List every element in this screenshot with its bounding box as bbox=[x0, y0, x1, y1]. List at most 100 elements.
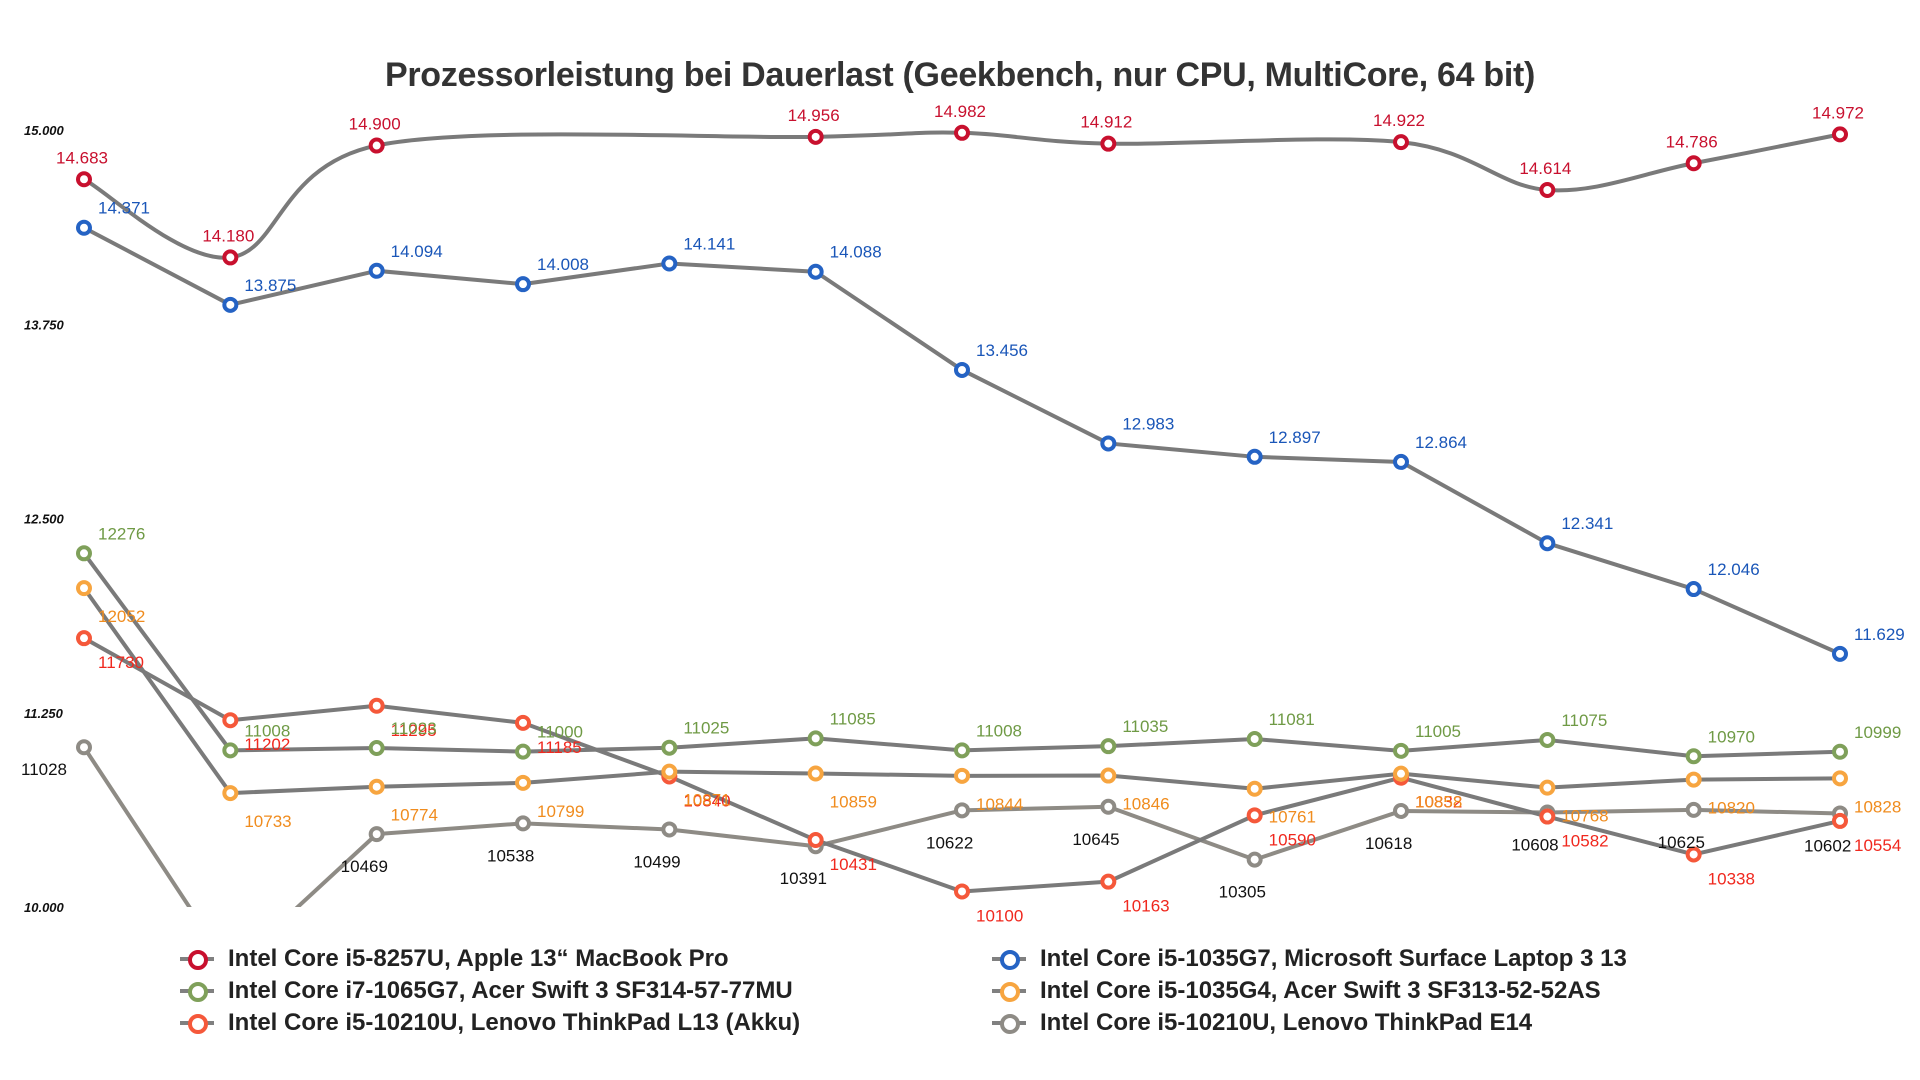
data-label: 10625 bbox=[1658, 833, 1705, 852]
data-label: 11295 bbox=[391, 721, 437, 740]
legend-marker-icon bbox=[180, 949, 214, 970]
data-label: 10820 bbox=[1708, 799, 1755, 818]
series-markers bbox=[76, 124, 1848, 900]
data-label: 10554 bbox=[1854, 836, 1901, 855]
data-label: 10469 bbox=[341, 857, 388, 876]
data-point bbox=[1393, 134, 1409, 151]
data-point bbox=[954, 767, 970, 784]
data-point bbox=[222, 785, 239, 802]
data-label: 12.897 bbox=[1269, 428, 1321, 447]
data-point bbox=[1832, 743, 1848, 760]
data-point bbox=[661, 763, 678, 780]
data-point bbox=[1539, 779, 1556, 796]
data-label: 12.046 bbox=[1708, 560, 1760, 579]
legend-item: Intel Core i5-1035G4, Acer Swift 3 SF313… bbox=[992, 975, 1627, 1007]
data-label: 14.141 bbox=[683, 234, 735, 253]
legend-right: Intel Core i5-1035G7, Microsoft Surface … bbox=[992, 943, 1627, 1039]
data-point bbox=[76, 739, 92, 756]
data-label: 11185 bbox=[537, 738, 582, 757]
data-point bbox=[368, 262, 385, 279]
legend-marker-icon bbox=[180, 981, 214, 1002]
y-tick-label: 12.500 bbox=[24, 512, 65, 527]
data-label: 10602 bbox=[1804, 836, 1851, 855]
data-point bbox=[515, 774, 531, 791]
data-label: 10828 bbox=[1854, 797, 1901, 816]
y-tick-label: 11.250 bbox=[24, 706, 64, 721]
data-label: 10844 bbox=[976, 795, 1023, 814]
data-label: 14.956 bbox=[788, 106, 840, 125]
data-point bbox=[1246, 851, 1263, 868]
data-point bbox=[1246, 731, 1263, 748]
data-point bbox=[1100, 135, 1117, 152]
data-label: 10608 bbox=[1511, 836, 1558, 855]
data-label: 11202 bbox=[244, 735, 290, 754]
data-label: 10305 bbox=[1219, 883, 1266, 902]
data-label: 12.864 bbox=[1415, 433, 1467, 452]
data-point bbox=[76, 580, 92, 597]
data-label: 11035 bbox=[1122, 717, 1168, 736]
data-point bbox=[1685, 155, 1702, 172]
data-point bbox=[1685, 801, 1702, 818]
data-label: 11000 bbox=[537, 723, 583, 742]
data-label: 10618 bbox=[1365, 834, 1412, 853]
data-label: 14.008 bbox=[537, 255, 589, 274]
data-label: 14.786 bbox=[1666, 132, 1718, 151]
data-label: 10338 bbox=[1708, 869, 1755, 888]
chart-title: Prozessorleistung bei Dauerlast (Geekben… bbox=[384, 56, 1536, 94]
data-point bbox=[1539, 181, 1556, 198]
data-point bbox=[368, 778, 385, 795]
data-point bbox=[1393, 742, 1409, 759]
data-label: 10622 bbox=[926, 833, 973, 852]
legend-left: Intel Core i5-8257U, Apple 13“ MacBook P… bbox=[180, 943, 800, 1039]
data-label: 10846 bbox=[1122, 795, 1169, 814]
data-point bbox=[222, 296, 239, 313]
data-point bbox=[1685, 581, 1702, 598]
data-point bbox=[368, 740, 385, 757]
legend-item: Intel Core i5-8257U, Apple 13“ MacBook P… bbox=[180, 943, 800, 975]
data-label: 10100 bbox=[976, 906, 1023, 925]
data-label: 12052 bbox=[98, 607, 145, 626]
data-label: 11081 bbox=[1269, 710, 1315, 729]
data-label: 10858 bbox=[1415, 793, 1462, 812]
data-point bbox=[1246, 807, 1263, 824]
data-label: 11023 bbox=[391, 719, 437, 738]
data-label: 14.088 bbox=[830, 243, 882, 262]
data-label: 10582 bbox=[1561, 832, 1608, 851]
legend-label: Intel Core i5-1035G4, Acer Swift 3 SF313… bbox=[1040, 977, 1601, 1004]
data-point bbox=[76, 171, 92, 188]
data-label: 14.972 bbox=[1812, 103, 1864, 122]
data-point bbox=[1539, 535, 1556, 552]
data-point bbox=[1832, 126, 1848, 143]
data-point bbox=[222, 249, 239, 266]
legend-marker-icon bbox=[180, 1013, 214, 1034]
data-point bbox=[1246, 780, 1263, 797]
data-point bbox=[954, 802, 970, 819]
data-label: 11730 bbox=[98, 653, 144, 672]
data-label: 10871 bbox=[683, 791, 730, 810]
legend-label: Intel Core i5-1035G7, Microsoft Surface … bbox=[1040, 945, 1627, 972]
data-point bbox=[222, 742, 239, 759]
data-point bbox=[1246, 448, 1263, 465]
data-point bbox=[954, 361, 970, 378]
series-line bbox=[82, 130, 1842, 260]
data-point bbox=[515, 815, 531, 832]
data-point bbox=[222, 712, 239, 729]
y-axis: 10.000 11.250 12.500 13.750 15.000 bbox=[24, 123, 65, 915]
data-label: 14.371 bbox=[98, 199, 150, 218]
data-point bbox=[1393, 453, 1409, 470]
data-point bbox=[807, 730, 824, 747]
data-point bbox=[1832, 645, 1848, 662]
data-point bbox=[76, 219, 92, 236]
legend-label: Intel Core i5-10210U, Lenovo ThinkPad L1… bbox=[228, 1009, 801, 1036]
data-point bbox=[76, 545, 92, 562]
data-point bbox=[515, 714, 531, 731]
legend-item: Intel Core i5-1035G7, Microsoft Surface … bbox=[992, 943, 1627, 975]
data-label: 14.900 bbox=[349, 115, 401, 134]
data-label: 11.629 bbox=[1854, 625, 1905, 644]
data-point bbox=[954, 124, 970, 141]
data-label: 10832 bbox=[1415, 793, 1462, 812]
data-label: 10538 bbox=[487, 846, 534, 865]
data-point bbox=[368, 826, 385, 843]
data-label: 11025 bbox=[683, 719, 729, 738]
